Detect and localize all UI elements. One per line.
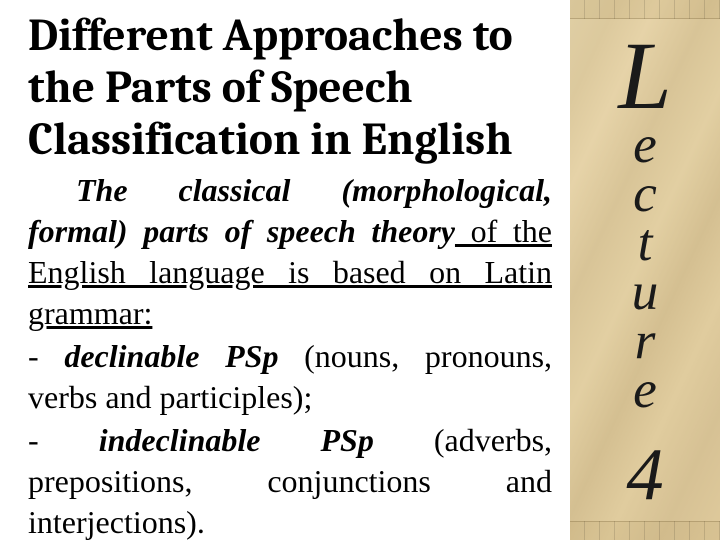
body-paragraph: The classical (morphological, formal) pa… — [28, 170, 552, 540]
lecture-letter-e2: e — [633, 365, 657, 414]
lecture-number: 4 — [626, 432, 663, 518]
lecture-letter-t: t — [638, 218, 653, 267]
lecture-letter-u: u — [632, 267, 659, 316]
bullet-prefix: - — [28, 422, 99, 458]
bullet-term: indeclinable PSp — [99, 422, 374, 458]
lecture-letter-r: r — [635, 316, 656, 365]
main-content: Different Approaches to the Parts of Spe… — [0, 0, 570, 540]
bullet-item-2: - indeclinable PSp (adverbs, preposition… — [28, 420, 552, 540]
bullet-prefix: - — [28, 338, 64, 374]
bullet-item-1: - declinable PSp (nouns, pronouns, verbs… — [28, 336, 552, 418]
lecture-letter-c: c — [633, 169, 657, 218]
sidebar-parchment: L e c t u r e 4 — [570, 0, 720, 540]
slide-title: Different Approaches to the Parts of Spe… — [28, 10, 552, 166]
lecture-label: L e c t u r e 4 — [618, 32, 671, 519]
lecture-letter-L: L — [618, 32, 671, 120]
bullet-term: declinable PSp — [64, 338, 278, 374]
lecture-letter-e: e — [633, 120, 657, 169]
